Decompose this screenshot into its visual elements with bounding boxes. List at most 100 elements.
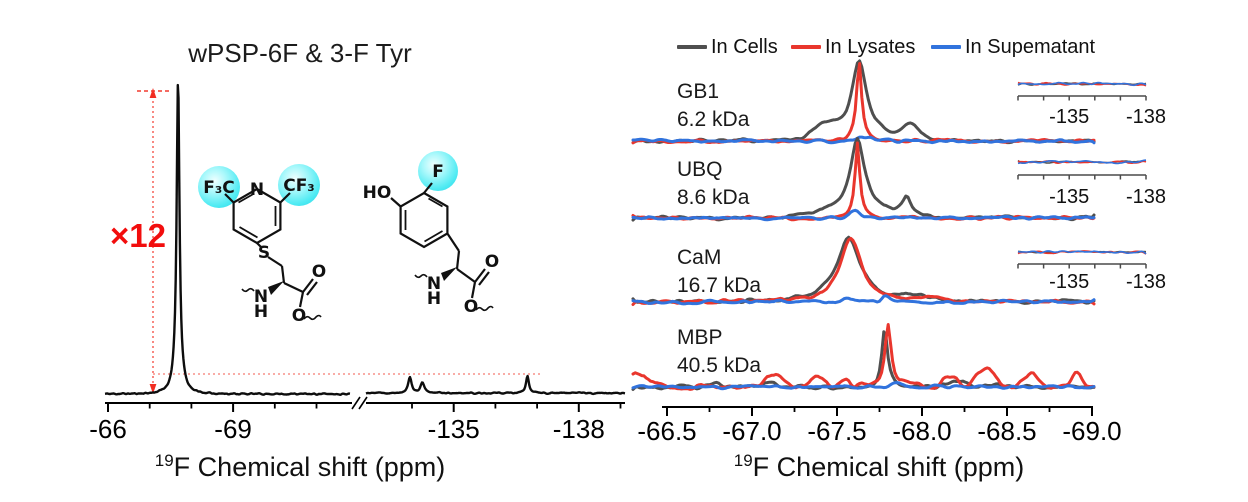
left-axis-title-text: F Chemical shift (ppm) xyxy=(173,452,446,482)
bond-oh xyxy=(390,197,402,208)
inset-group: -135 -138 -135 -138 -135 -138 xyxy=(1017,81,1166,293)
arrow-up-icon xyxy=(149,88,157,98)
inset-tick-label: -135 xyxy=(1049,186,1089,208)
atom-label-cf3: CF₃ xyxy=(283,176,315,196)
wedge-bond xyxy=(268,281,284,295)
legend-line-cells xyxy=(677,45,707,49)
legend-line-lysates xyxy=(791,45,821,49)
trace-ubq-supernatant xyxy=(631,208,1096,222)
inset-tick-label: -135 xyxy=(1049,271,1089,293)
scale-multiplier-label: ×12 xyxy=(110,217,166,254)
atom-label-s: S xyxy=(258,243,270,263)
tick-label: -138 xyxy=(553,414,605,444)
atom-label-f3c: F₃C xyxy=(203,178,235,198)
atom-label-h: H xyxy=(427,289,441,309)
protein-name: CaM xyxy=(677,246,722,269)
atom-label-f: F xyxy=(432,162,444,182)
tick-label: -66.5 xyxy=(637,416,696,446)
bond-ch2-ca xyxy=(455,250,461,270)
right-axis-title-text: F Chemical shift (ppm) xyxy=(752,452,1025,482)
inset-tick-label: -138 xyxy=(1126,271,1166,293)
bond-c-o-single xyxy=(470,281,477,299)
double-bond xyxy=(239,226,258,239)
squiggle-bond xyxy=(241,287,255,293)
double-bond xyxy=(428,197,443,208)
arrow-down-icon xyxy=(149,384,157,394)
right-axis-title-sup: 19 xyxy=(733,451,753,470)
protein-name: MBP xyxy=(677,326,723,349)
phenol-ring xyxy=(399,191,449,249)
left-spectrum-group xyxy=(104,83,626,396)
molecule-3f-tyr: HO F N H O O xyxy=(363,151,499,317)
molecule-wpsp-6f: F₃C N CF₃ S N H O O xyxy=(198,164,326,326)
trace-cam-supernatant xyxy=(631,294,1096,306)
double-bond xyxy=(424,230,443,243)
right-spectra-group xyxy=(631,59,1096,391)
protein-mass: 6.2 kDa xyxy=(677,108,750,131)
left-panel-title: wPSP-6F & 3-F Tyr xyxy=(188,38,412,68)
tick-label: -69 xyxy=(214,414,252,444)
atom-label-o-ester: O xyxy=(464,297,478,317)
atom-label-o-carbonyl: O xyxy=(485,252,499,272)
row-label-ubq: UBQ 8.6 kDa xyxy=(677,156,749,212)
row-label-mbp: MBP 40.5 kDa xyxy=(677,324,761,380)
atom-label-n: N xyxy=(250,180,264,200)
bond-f xyxy=(423,182,433,194)
left-spectrum-trace-seg2 xyxy=(365,374,626,396)
wedge-bond xyxy=(441,267,457,281)
bond-ca-c xyxy=(456,268,476,283)
axis-break-slash xyxy=(358,396,368,410)
squiggle-bond xyxy=(303,314,322,321)
legend-label-lysates: In Lysates xyxy=(825,35,916,58)
legend-item-cells: In Cells xyxy=(677,36,778,58)
protein-name: GB1 xyxy=(677,80,720,103)
protein-mass: 8.6 kDa xyxy=(677,186,750,209)
left-axis-title-sup: 19 xyxy=(154,451,174,470)
legend-item-supernatant: In Supematant xyxy=(931,36,1095,58)
bond-c-o-double2 xyxy=(306,281,318,296)
inset-noise-trace xyxy=(1017,250,1147,255)
inset-noise-trace xyxy=(1017,81,1147,87)
left-spectrum-trace-seg1 xyxy=(104,83,351,396)
atom-label-n: N xyxy=(427,274,441,294)
atom-label-h: H xyxy=(254,302,268,322)
bond-f3c xyxy=(224,193,235,204)
trace-gb1-supernatant xyxy=(631,135,1096,145)
inset-tick-label: -135 xyxy=(1049,106,1089,128)
squiggle-bond xyxy=(475,305,494,312)
bond-s xyxy=(256,242,262,248)
bond-ch2-ca xyxy=(280,265,286,284)
double-bond xyxy=(238,193,253,204)
tick-label: -135 xyxy=(428,414,480,444)
protein-mass: 16.7 kDa xyxy=(677,274,762,297)
atom-label-o-carbonyl: O xyxy=(312,262,326,282)
tick-label: -68.0 xyxy=(892,416,951,446)
legend-item-lysates: In Lysates xyxy=(791,36,915,58)
legend-label-cells: In Cells xyxy=(711,35,778,58)
tick-label: -68.5 xyxy=(977,416,1036,446)
bond-ca-c xyxy=(283,282,304,293)
tick-label: -67.5 xyxy=(807,416,866,446)
inset-tick-label: -138 xyxy=(1126,106,1166,128)
legend-label-supernatant: In Supematant xyxy=(965,35,1096,58)
row-label-cam: CaM 16.7 kDa xyxy=(677,244,761,300)
inset-tick-label: -138 xyxy=(1126,186,1166,208)
tick-label: -67.0 xyxy=(722,416,781,446)
bond-c-o-double2 xyxy=(478,271,490,286)
scale-annotation xyxy=(137,88,540,394)
bond-c-o-double1 xyxy=(302,278,314,293)
bond-c-o-double1 xyxy=(474,268,486,283)
squiggle-bond xyxy=(414,273,428,279)
bond-c-o-single xyxy=(298,291,305,308)
legend-line-supernatant xyxy=(931,45,961,49)
atom-label-o-ester: O xyxy=(292,306,306,326)
row-label-gb1: GB1 6.2 kDa xyxy=(677,78,749,134)
right-axis-title: 19F Chemical shift (ppm) xyxy=(734,451,1024,483)
f-highlight-circle xyxy=(418,151,458,191)
left-axis-title: 19F Chemical shift (ppm) xyxy=(155,451,445,483)
atom-label-ho: HO xyxy=(363,183,392,203)
bond-ring-ch2 xyxy=(446,232,460,252)
bond-s-ch2 xyxy=(267,256,283,267)
tick-label: -69.0 xyxy=(1062,416,1121,446)
